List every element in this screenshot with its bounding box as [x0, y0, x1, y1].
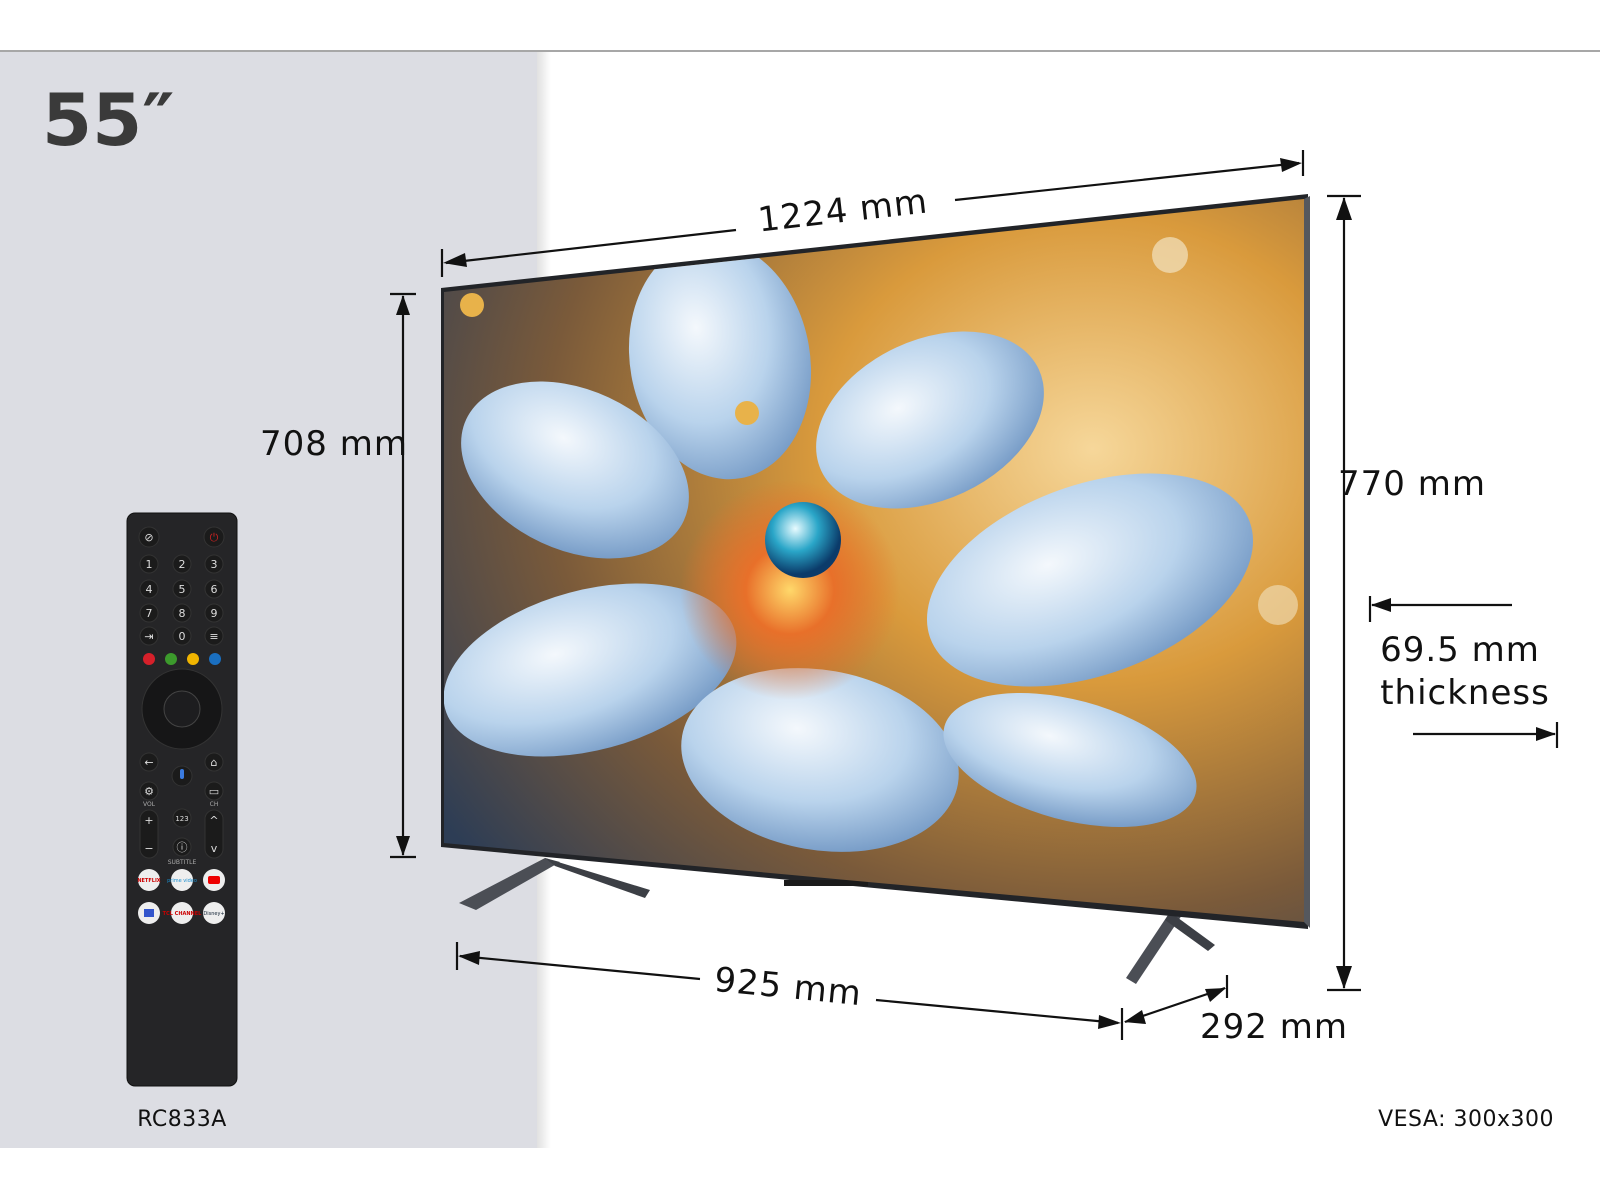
svg-text:−: −: [144, 842, 153, 855]
svg-text:7: 7: [146, 607, 153, 620]
screen-height-label: 708 mm: [260, 424, 408, 464]
svg-text:3: 3: [211, 558, 218, 571]
svg-text:2: 2: [179, 558, 186, 571]
svg-text:^: ^: [209, 814, 218, 827]
svg-text:TCL CHANNEL: TCL CHANNEL: [163, 911, 203, 917]
svg-text:4: 4: [146, 583, 153, 596]
mic-icon: [171, 765, 193, 787]
number-keys: 1 2 3 4 5 6 7 8 9 0: [139, 554, 224, 646]
info-icon: ⓘ: [172, 837, 192, 857]
svg-text:ⓘ: ⓘ: [177, 841, 188, 854]
stand-width-label: 925 mm: [713, 960, 864, 1014]
mute-icon: ⊘: [138, 526, 160, 548]
svg-text:123: 123: [175, 815, 188, 823]
channel-rocker: ^v: [204, 809, 224, 859]
tv-side-edge: [1304, 196, 1310, 928]
stand-depth-label: 292 mm: [1200, 1007, 1348, 1047]
svg-text:VOL: VOL: [143, 801, 156, 808]
svg-text:1: 1: [146, 558, 153, 571]
svg-text:≡: ≡: [209, 630, 218, 643]
screen-height-dimension: 708 mm: [260, 292, 416, 859]
svg-text:CH: CH: [210, 801, 219, 808]
svg-text:⇥: ⇥: [144, 630, 153, 643]
svg-text:⊘: ⊘: [144, 531, 153, 544]
tv-stand-left: [459, 858, 650, 910]
tv-screen-image: [444, 199, 1304, 922]
home-icon: ⌂: [204, 752, 224, 772]
dpad: [141, 668, 223, 750]
thickness-value: 69.5 mm: [1380, 630, 1540, 670]
remote-model-label: RC833A: [137, 1107, 227, 1132]
color-keys: [143, 653, 221, 665]
svg-text:⌂: ⌂: [211, 756, 218, 769]
volume-rocker: +−: [139, 809, 159, 859]
svg-text:v: v: [211, 842, 218, 855]
back-icon: ←: [139, 752, 159, 772]
num-key: 123: [172, 808, 192, 828]
svg-text:SUBTITLE: SUBTITLE: [168, 859, 197, 866]
thickness-label: thickness: [1380, 673, 1550, 713]
total-height-label: 770 mm: [1338, 464, 1486, 504]
width-label: 1224 mm: [756, 181, 930, 240]
tv-logo-bar: [784, 880, 868, 886]
app-buttons: NETFLIX prime video TCL CHANNEL Disney+: [137, 869, 225, 924]
svg-text:NETFLIX: NETFLIX: [137, 878, 160, 884]
svg-text:9: 9: [211, 607, 218, 620]
svg-text:⚙: ⚙: [144, 785, 154, 798]
vesa-label: VESA: 300x300: [1378, 1107, 1554, 1132]
svg-text:←: ←: [144, 756, 153, 769]
settings-icon: ⚙: [139, 781, 159, 801]
svg-text:0: 0: [179, 630, 186, 643]
menu-icon: ≡: [204, 626, 224, 646]
remote-control: ⊘ ⏻ 1 2 3 4 5 6 7 8 9 0 ⇥ ≡ ← ⌂ ⚙ ▭ VOL …: [126, 512, 238, 1087]
svg-text:6: 6: [211, 583, 218, 596]
tv-icon: ▭: [204, 781, 224, 801]
svg-text:▭: ▭: [209, 785, 219, 798]
stand-width-dimension: 925 mm: [455, 942, 1124, 1040]
svg-text:prime video: prime video: [167, 878, 197, 884]
total-height-dimension: 770 mm: [1327, 194, 1486, 992]
svg-text:5: 5: [179, 583, 186, 596]
input-icon: ⇥: [139, 626, 159, 646]
svg-text:8: 8: [179, 607, 186, 620]
svg-text:⏻: ⏻: [210, 531, 219, 544]
svg-text:+: +: [144, 814, 153, 827]
screen-size-label: 55″: [42, 78, 174, 162]
svg-text:Disney+: Disney+: [203, 911, 224, 917]
power-icon: ⏻: [203, 526, 225, 548]
thickness-dimension: 69.5 mm thickness: [1368, 596, 1559, 748]
tv-stand-right: [1126, 912, 1215, 984]
stand-depth-dimension: 292 mm: [1124, 975, 1348, 1047]
